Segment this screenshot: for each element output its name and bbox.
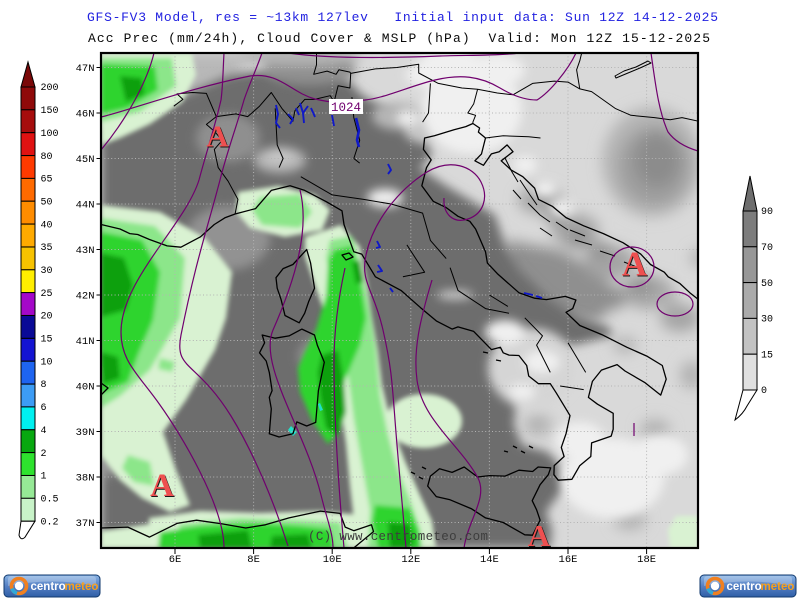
- svg-text:10: 10: [41, 357, 53, 368]
- svg-text:A: A: [207, 119, 230, 154]
- svg-text:0.5: 0.5: [41, 495, 59, 506]
- svg-text:50: 50: [761, 279, 773, 290]
- svg-text:35: 35: [41, 243, 53, 254]
- svg-text:30: 30: [761, 315, 773, 326]
- svg-text:15: 15: [41, 335, 53, 346]
- svg-text:25: 25: [41, 289, 53, 300]
- svg-text:12E: 12E: [401, 554, 420, 566]
- svg-text:14E: 14E: [480, 554, 499, 566]
- svg-text:A: A: [151, 469, 175, 505]
- svg-text:A: A: [206, 119, 229, 154]
- svg-text:A: A: [528, 518, 551, 553]
- svg-text:37N: 37N: [76, 518, 95, 530]
- svg-text:90: 90: [761, 207, 773, 218]
- svg-text:meteo: meteo: [761, 581, 795, 593]
- svg-text:40N: 40N: [76, 382, 95, 394]
- svg-text:150: 150: [41, 106, 59, 117]
- svg-text:4: 4: [41, 426, 47, 437]
- svg-text:65: 65: [41, 175, 53, 186]
- svg-text:GFS-FV3 Model, res = ~13km 127: GFS-FV3 Model, res = ~13km 127lev Initia…: [87, 10, 718, 25]
- svg-text:18E: 18E: [637, 554, 656, 566]
- svg-text:43N: 43N: [76, 245, 95, 257]
- svg-text:6E: 6E: [169, 554, 182, 566]
- svg-text:A: A: [622, 245, 648, 284]
- svg-text:42N: 42N: [76, 291, 95, 303]
- svg-text:8E: 8E: [247, 554, 260, 566]
- svg-text:44N: 44N: [76, 200, 95, 212]
- svg-text:6: 6: [41, 403, 47, 414]
- svg-text:39N: 39N: [76, 427, 95, 439]
- svg-text:50: 50: [41, 197, 53, 208]
- svg-text:8: 8: [41, 380, 47, 391]
- svg-text:10E: 10E: [323, 554, 342, 566]
- svg-text:38N: 38N: [76, 473, 95, 485]
- svg-text:1: 1: [41, 472, 47, 483]
- svg-text:20: 20: [41, 312, 53, 323]
- svg-text:15: 15: [761, 350, 773, 361]
- svg-text:A: A: [529, 519, 552, 554]
- svg-text:40: 40: [41, 220, 53, 231]
- svg-text:0.2: 0.2: [41, 517, 59, 528]
- svg-text:A: A: [623, 245, 649, 284]
- svg-text:centro: centro: [31, 581, 66, 593]
- svg-text:45N: 45N: [76, 154, 95, 166]
- svg-text:100: 100: [41, 129, 59, 140]
- svg-text:A: A: [150, 468, 174, 504]
- svg-text:2: 2: [41, 449, 47, 460]
- svg-text:meteo: meteo: [65, 581, 99, 593]
- svg-text:41N: 41N: [76, 336, 95, 348]
- svg-text:70: 70: [761, 243, 773, 254]
- svg-text:80: 80: [41, 152, 53, 163]
- svg-text:46N: 46N: [76, 109, 95, 121]
- svg-text:200: 200: [41, 83, 59, 94]
- svg-text:Acc Prec (mm/24h), Cloud Cover: Acc Prec (mm/24h), Cloud Cover & MSLP (h…: [88, 31, 710, 46]
- svg-text:30: 30: [41, 266, 53, 277]
- svg-text:(C) www.centrometeo.com: (C) www.centrometeo.com: [308, 530, 488, 544]
- svg-text:centro: centro: [727, 581, 762, 593]
- svg-text:0: 0: [761, 386, 767, 397]
- svg-text:1024: 1024: [331, 101, 361, 115]
- svg-text:16E: 16E: [559, 554, 578, 566]
- svg-text:47N: 47N: [76, 63, 95, 75]
